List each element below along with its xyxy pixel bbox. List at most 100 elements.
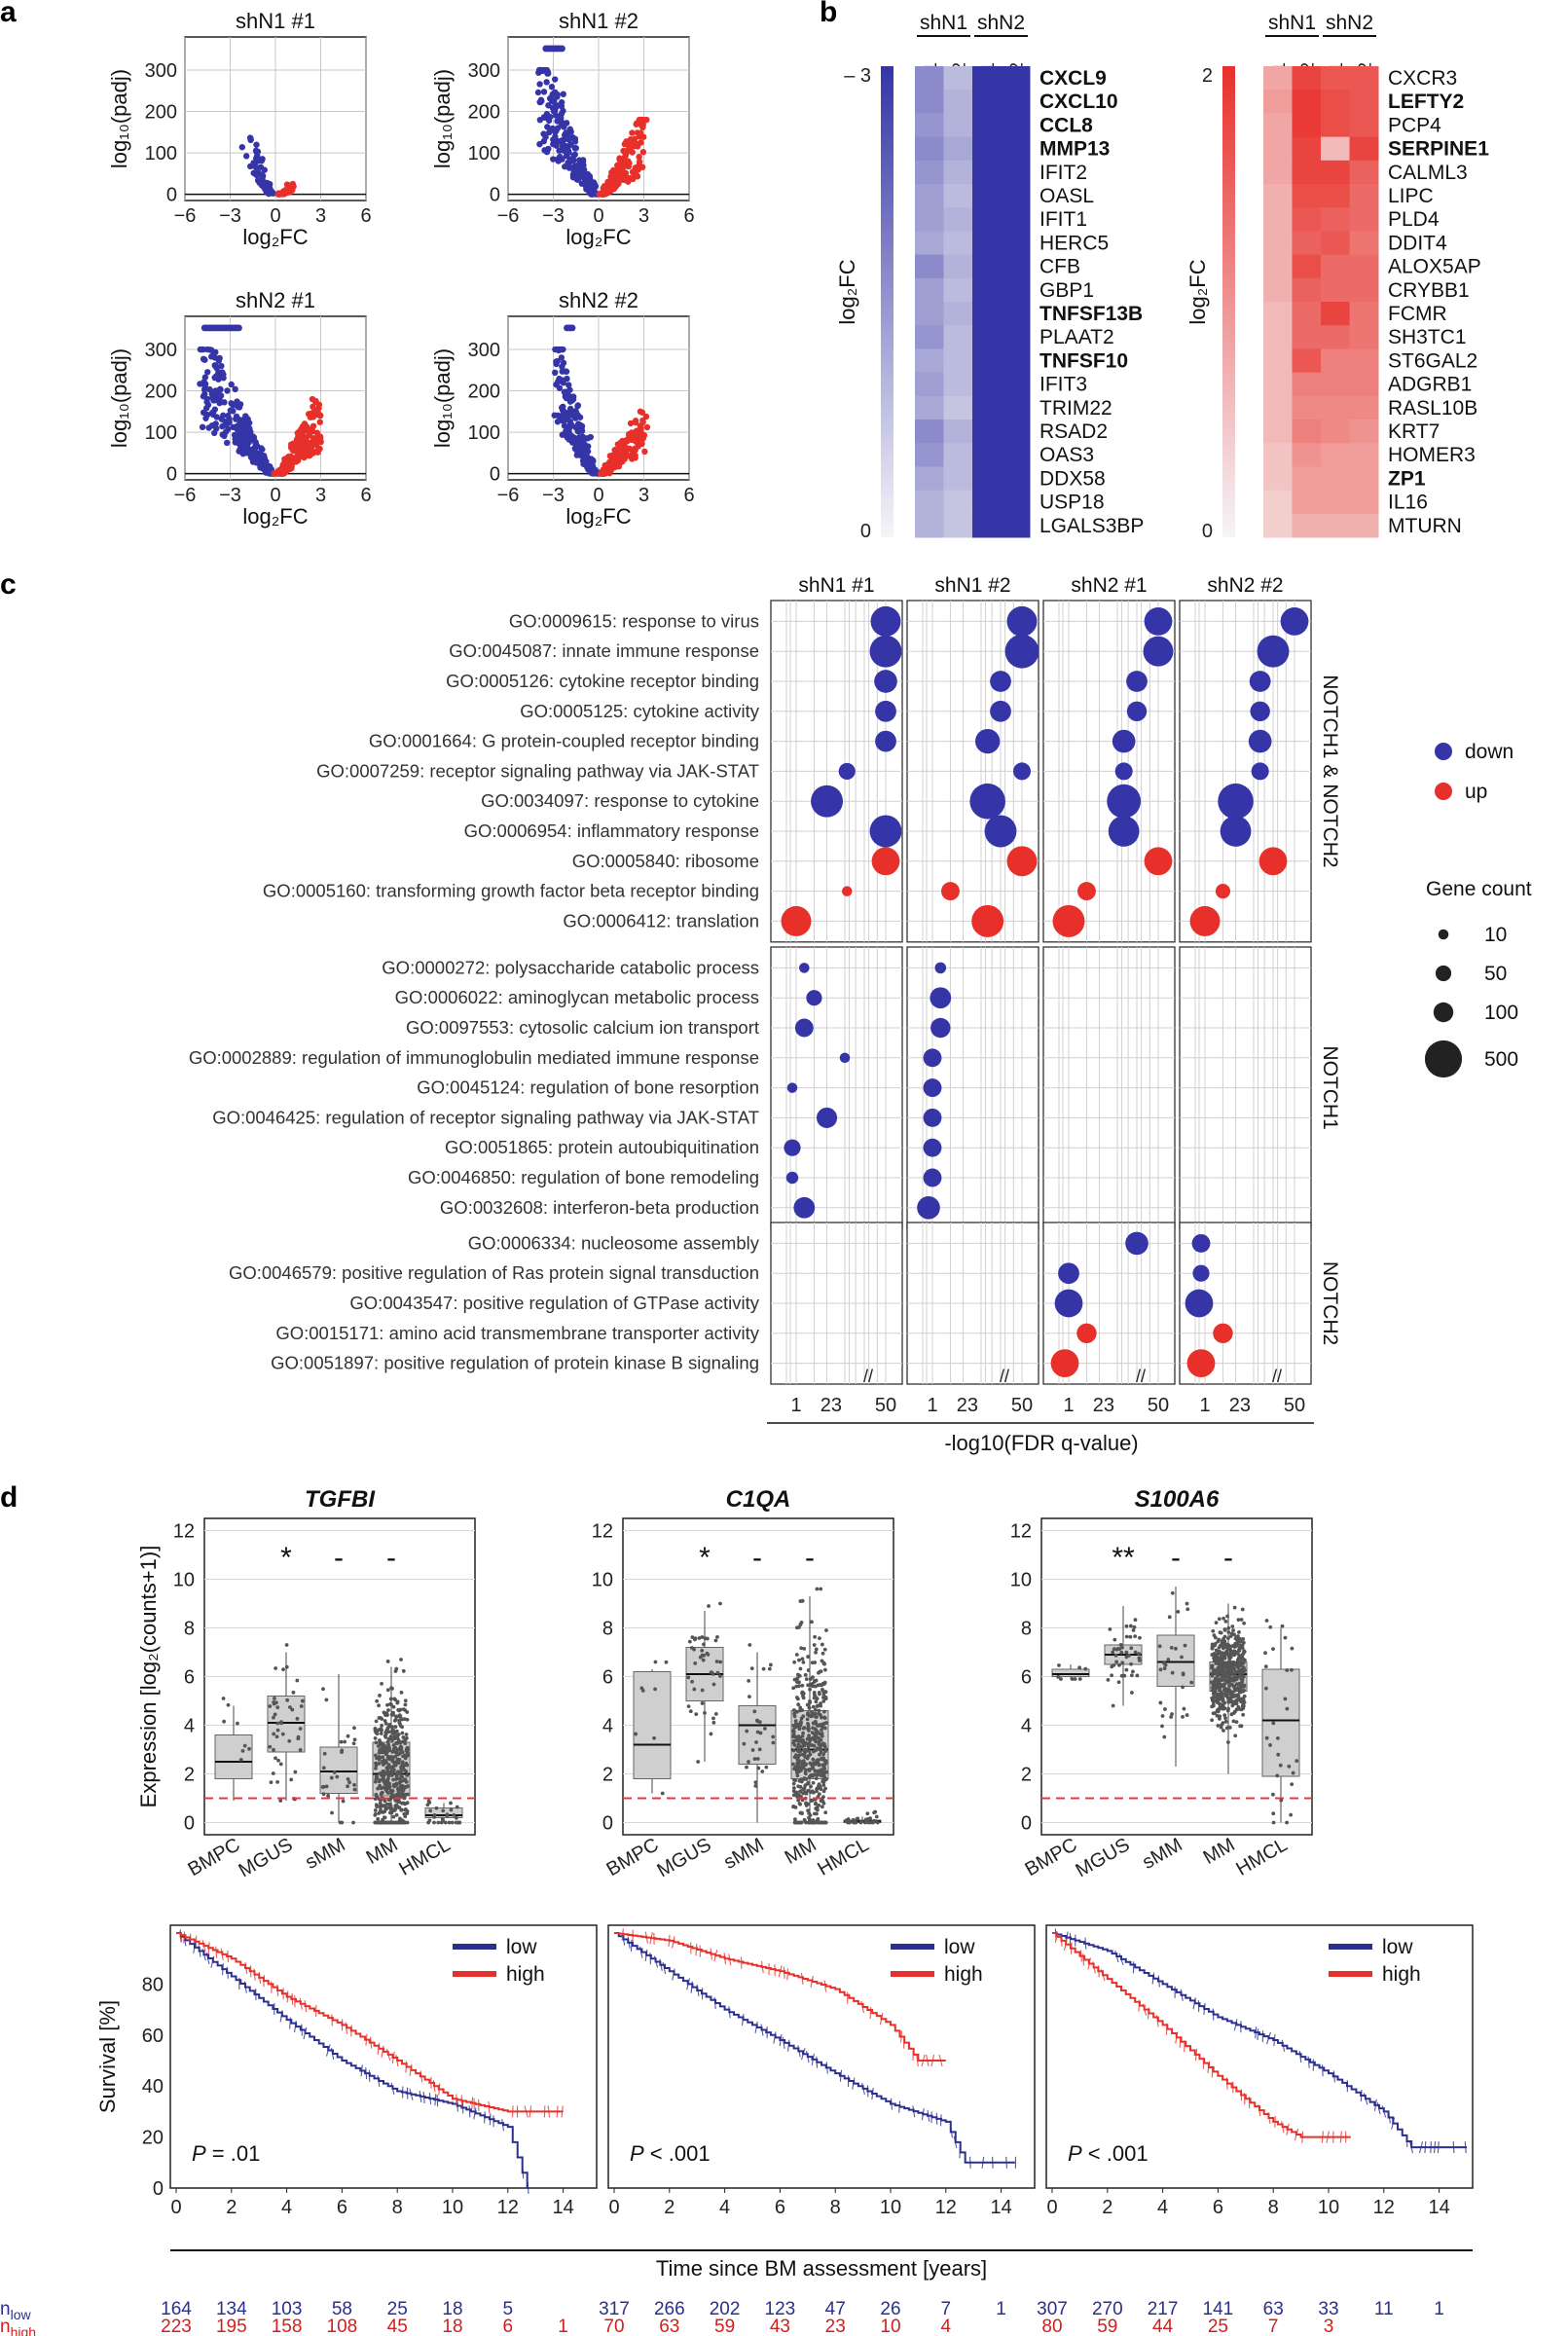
heatmap-cell xyxy=(915,136,944,162)
boxplot-point xyxy=(801,1787,806,1791)
gene-label: MMP13 xyxy=(1039,138,1110,161)
boxplot-point xyxy=(352,1737,357,1742)
boxplot-ytick: 0 xyxy=(184,1813,195,1835)
volcano-point-down xyxy=(545,117,553,125)
volcano-ytick: 0 xyxy=(166,185,177,206)
survival-ytick: 20 xyxy=(142,2128,164,2149)
boxplot-point xyxy=(1112,1647,1116,1652)
gene-label: CXCR3 xyxy=(1388,67,1457,90)
heatmap-cell xyxy=(1292,160,1322,185)
boxplot-point xyxy=(1217,1714,1222,1719)
volcano-point-down xyxy=(543,110,551,118)
boxplot-point xyxy=(796,1672,800,1677)
heatmap-cell xyxy=(915,90,944,114)
boxplot-point xyxy=(394,1666,399,1671)
volcano-point-up xyxy=(641,448,648,456)
legend-low-label: low xyxy=(506,1936,537,1958)
boxplot-point xyxy=(820,1659,824,1663)
gene-label: OAS3 xyxy=(1039,444,1094,466)
boxplot-point xyxy=(378,1748,382,1752)
boxplot-point xyxy=(1228,1665,1233,1670)
boxplot-point xyxy=(745,1729,749,1734)
go-group-1: GO:0000272: polysaccharide catabolic pro… xyxy=(189,946,1341,1229)
heatmap-cell xyxy=(1321,348,1350,374)
volcano-point-down xyxy=(206,385,213,393)
heatmap-cell xyxy=(915,207,944,232)
boxplot-point xyxy=(810,1620,814,1624)
survival-censor-tick xyxy=(215,1946,218,1958)
boxplot-point xyxy=(752,1757,757,1762)
boxplot-point xyxy=(791,1748,796,1753)
boxplot-point xyxy=(391,1814,396,1819)
boxplot-point xyxy=(820,1651,825,1656)
boxplot-point xyxy=(278,1762,283,1767)
go-term-label: GO:0046425: regulation of receptor signa… xyxy=(212,1107,759,1127)
boxplot-point xyxy=(238,1757,243,1762)
volcano-point-down xyxy=(550,136,557,143)
go-column-header: shN2 #1 xyxy=(1071,574,1147,597)
legend-up-swatch xyxy=(1435,783,1452,800)
boxplot-point xyxy=(1157,1644,1162,1649)
boxplot-point xyxy=(1217,1684,1222,1689)
heatmap-cell xyxy=(972,136,1002,162)
boxplot-point xyxy=(1235,1694,1240,1698)
boxplot-point xyxy=(1230,1651,1235,1655)
heatmap-cell xyxy=(1001,420,1031,444)
volcano-point-down xyxy=(536,116,544,124)
heatmap-cell xyxy=(1292,513,1322,538)
colorbar-min: 0 xyxy=(1202,521,1213,542)
boxplot-point xyxy=(711,1682,716,1687)
survival-xtick: 8 xyxy=(392,2197,403,2218)
boxplot-point xyxy=(1108,1627,1112,1631)
boxplot-point xyxy=(403,1777,408,1782)
boxplot-point xyxy=(320,1785,325,1789)
boxplot-point xyxy=(1116,1680,1121,1685)
boxplot-point xyxy=(397,1799,402,1804)
boxplot-point xyxy=(814,1769,819,1773)
boxplot-point xyxy=(1222,1678,1227,1683)
boxplot-point xyxy=(767,1666,772,1671)
volcano-point-down xyxy=(210,429,218,437)
volcano-point-down xyxy=(223,439,231,447)
risk-count-low: 25 xyxy=(387,2299,408,2319)
heatmap-cell xyxy=(1263,184,1293,208)
heatmap-colorbar xyxy=(1222,66,1235,537)
boxplot-point xyxy=(404,1733,409,1736)
boxplot-point xyxy=(285,1697,290,1702)
boxplot-point xyxy=(284,1643,289,1647)
boxplot-point xyxy=(1223,1716,1227,1721)
boxplot-point xyxy=(1290,1667,1294,1672)
boxplot-point xyxy=(1113,1653,1118,1658)
heatmap-cell xyxy=(972,325,1002,349)
survival-curve-high xyxy=(614,1932,946,2062)
heatmap-cell xyxy=(915,160,944,185)
go-xtick: 1 xyxy=(1063,1395,1074,1416)
boxplot-ytick: 2 xyxy=(602,1765,613,1786)
boxplot-point xyxy=(346,1777,350,1781)
survival-xtick: 12 xyxy=(935,2197,957,2218)
boxplot-point xyxy=(755,1757,760,1761)
boxplot-ytick: 8 xyxy=(184,1619,195,1640)
significance-mark: ** xyxy=(1112,1542,1135,1574)
survival-xtick: 10 xyxy=(442,2197,463,2218)
boxplot-point xyxy=(814,1801,818,1806)
heatmap-cell xyxy=(943,66,973,91)
boxplot-point xyxy=(434,1806,439,1810)
volcano-point-down xyxy=(563,143,570,151)
go-xtick: 23 xyxy=(1093,1395,1114,1416)
risk-count-high: 1 xyxy=(558,2317,568,2336)
boxplot-point xyxy=(873,1809,878,1814)
boxplot-point xyxy=(804,1791,809,1796)
volcano-point-up xyxy=(621,161,628,167)
volcano-point-up xyxy=(316,419,323,425)
boxplot-point xyxy=(798,1599,803,1603)
boxplot-point xyxy=(817,1786,821,1791)
boxplot-point xyxy=(793,1817,797,1822)
survival-xtick: 2 xyxy=(226,2197,237,2218)
gene-label: IFIT3 xyxy=(1039,374,1087,396)
boxplot-point xyxy=(823,1690,828,1695)
heatmap-cell xyxy=(1001,302,1031,326)
boxplot-point xyxy=(373,1797,378,1802)
boxplot-point xyxy=(1213,1668,1218,1673)
risk-count-low: 26 xyxy=(880,2299,900,2319)
